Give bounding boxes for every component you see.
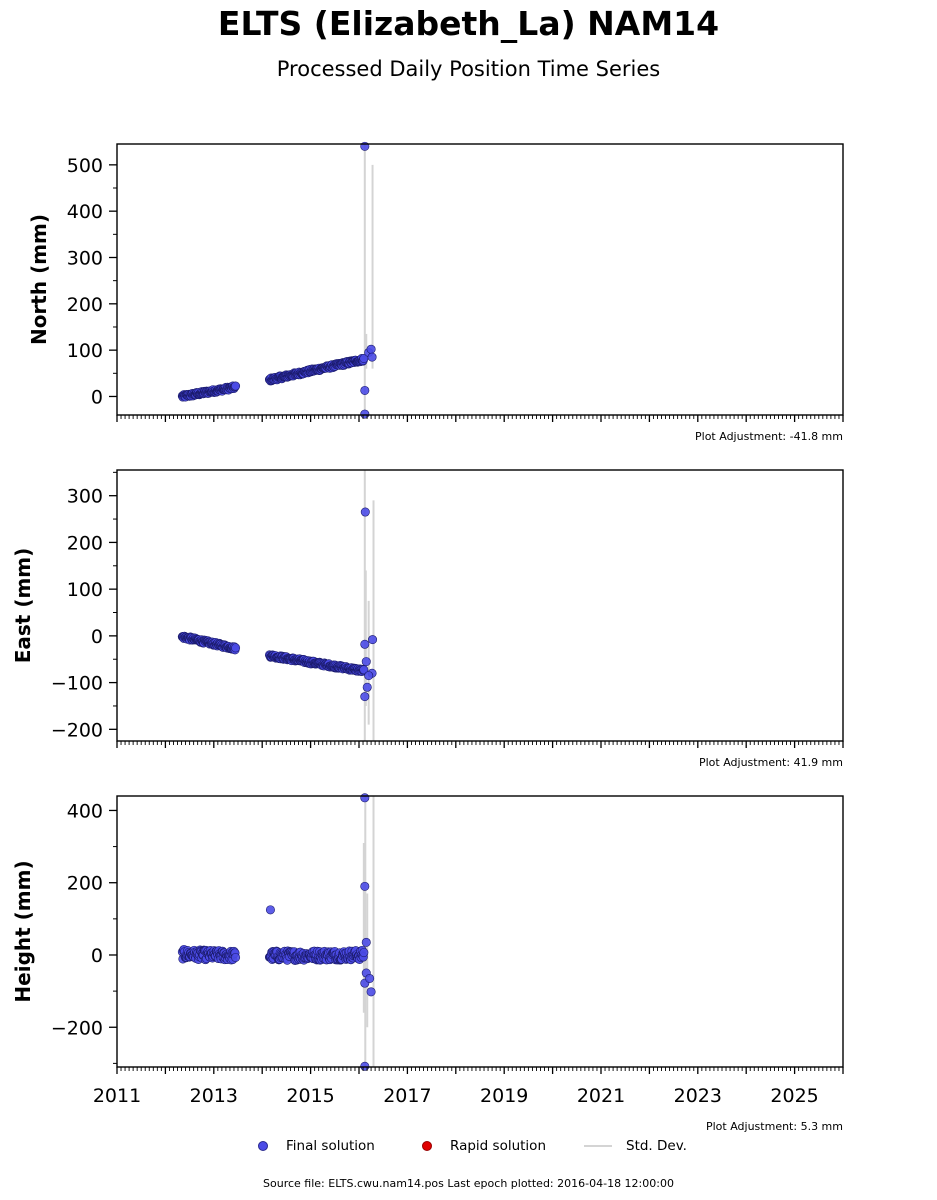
final-solution-point	[359, 948, 369, 958]
y-tick-label: 400	[67, 800, 103, 822]
final-solution-marker-icon	[258, 1141, 268, 1151]
x-tick-label: 2011	[93, 1085, 141, 1107]
final-solution-point	[365, 973, 375, 983]
y-axis-label: North (mm)	[27, 214, 51, 345]
final-solution-point	[368, 635, 378, 645]
y-tick-label: 0	[91, 386, 103, 408]
final-solution-point	[361, 937, 371, 947]
final-solution-point	[360, 409, 370, 419]
final-solution-point	[360, 692, 370, 702]
final-solution-point	[265, 905, 275, 915]
y-tick-label: −200	[51, 719, 103, 741]
plot-frame	[116, 795, 844, 1068]
x-tick-label: 2013	[190, 1085, 238, 1107]
final-solution-point	[360, 881, 370, 891]
final-solution-point	[360, 507, 370, 517]
legend-final-label: Final solution	[286, 1138, 375, 1154]
plot-adjustment-label: Plot Adjustment: 41.9 mm	[699, 756, 843, 769]
final-solution-point	[360, 639, 370, 649]
y-tick-label: 200	[67, 294, 103, 316]
final-solution-point	[366, 987, 376, 997]
x-tick-label: 2025	[770, 1085, 818, 1107]
y-tick-label: 400	[67, 201, 103, 223]
plot-frame	[116, 469, 844, 742]
legend-stddev-label: Std. Dev.	[626, 1138, 687, 1154]
legend-rapid: Rapid solution	[422, 1138, 546, 1154]
final-solution-point	[231, 952, 241, 962]
legend-final: Final solution	[258, 1138, 375, 1154]
y-tick-label: 100	[67, 340, 103, 362]
x-tick-label: 2023	[674, 1085, 722, 1107]
source-footer: Source file: ELTS.cwu.nam14.pos Last epo…	[263, 1177, 674, 1190]
final-solution-point	[364, 671, 374, 681]
final-solution-point	[360, 793, 370, 803]
plot-adjustment-label: Plot Adjustment: 5.3 mm	[706, 1120, 843, 1133]
final-solution-point	[367, 352, 377, 362]
final-solution-point	[362, 682, 372, 692]
final-solution-point	[359, 665, 369, 675]
x-tick-label: 2017	[383, 1085, 431, 1107]
y-axis-label: Height (mm)	[11, 860, 35, 1002]
y-tick-label: −200	[51, 1017, 103, 1039]
y-axis-label: East (mm)	[11, 548, 35, 664]
legend: Final solution Rapid solution Std. Dev.	[0, 1138, 937, 1158]
final-solution-point	[231, 381, 241, 391]
y-tick-label: 100	[67, 579, 103, 601]
y-tick-label: 300	[67, 486, 103, 508]
final-solution-point	[360, 1061, 370, 1071]
x-tick-label: 2019	[480, 1085, 528, 1107]
final-solution-point	[361, 657, 371, 667]
chart-subtitle: Processed Daily Position Time Series	[276, 57, 661, 81]
y-tick-label: 500	[67, 155, 103, 177]
y-tick-label: 200	[67, 532, 103, 554]
final-solution-point	[360, 385, 370, 395]
y-tick-label: 300	[67, 247, 103, 269]
y-tick-label: 200	[67, 873, 103, 895]
y-tick-label: −100	[51, 673, 103, 695]
y-tick-label: 0	[91, 945, 103, 967]
final-solution-point	[231, 643, 241, 653]
chart-title: ELTS (Elizabeth_La) NAM14	[217, 4, 720, 43]
legend-rapid-label: Rapid solution	[450, 1138, 546, 1154]
rapid-solution-marker-icon	[422, 1141, 432, 1151]
plot-adjustment-label: Plot Adjustment: -41.8 mm	[695, 430, 843, 443]
y-tick-label: 0	[91, 626, 103, 648]
x-tick-label: 2021	[577, 1085, 625, 1107]
legend-stddev: Std. Dev.	[584, 1138, 687, 1154]
x-tick-label: 2015	[286, 1085, 334, 1107]
final-solution-point	[366, 344, 376, 354]
stddev-line-icon	[584, 1145, 612, 1147]
plot-frame	[116, 143, 844, 416]
